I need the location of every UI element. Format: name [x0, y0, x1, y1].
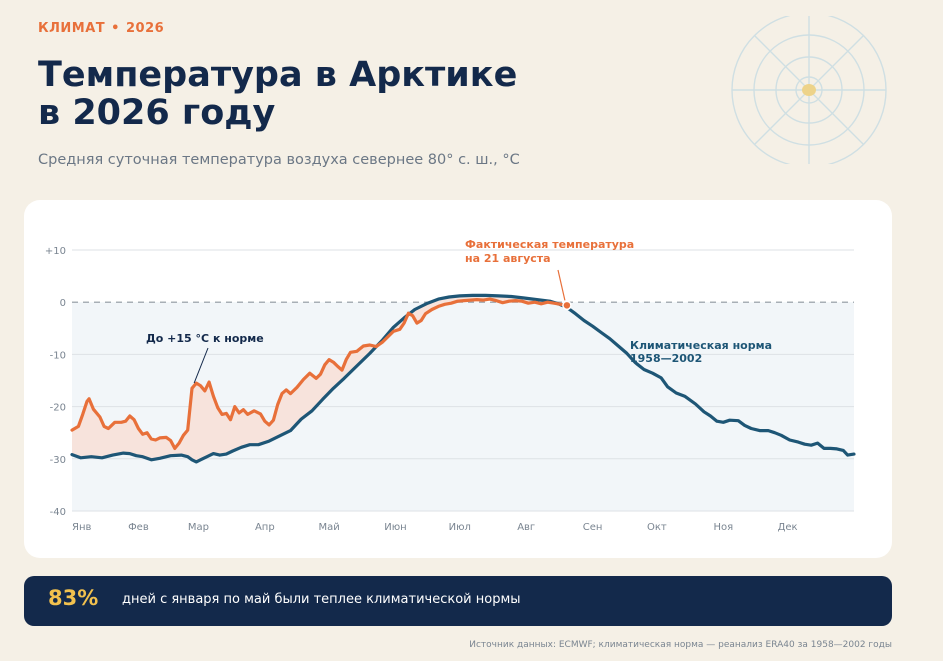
kicker-topic: КЛИМАТ — [38, 21, 106, 36]
series-line-actual — [70, 297, 569, 450]
annotation-norm-line-1: Климатическая норма — [630, 339, 772, 352]
polar-grid-icon — [731, 16, 887, 164]
series-line-norm — [70, 293, 856, 464]
annotation-actual-line-1: Фактическая температура — [465, 238, 634, 251]
x-tick-label: Ноя — [713, 522, 733, 533]
x-tick-label: Дек — [778, 522, 798, 533]
stat-text: дней с января по май были теплее климати… — [122, 592, 521, 607]
y-tick-label: -10 — [50, 350, 66, 361]
kicker-year: 2026 — [125, 21, 165, 36]
x-tick-label: Окт — [647, 522, 667, 533]
stat-banner: 83% дней с января по май были теплее кли… — [24, 576, 892, 626]
anomaly-fill — [72, 295, 567, 462]
x-tick-label: Май — [318, 522, 339, 533]
page-subtitle: Средняя суточная температура воздуха сев… — [38, 152, 520, 168]
y-tick-label: -30 — [50, 455, 66, 466]
stat-percent: 83% — [48, 586, 99, 610]
x-tick-label: Сен — [583, 522, 603, 533]
y-tick-label: -20 — [50, 403, 66, 414]
x-tick-label: Апр — [255, 522, 275, 533]
y-tick-label: -40 — [50, 507, 66, 518]
x-tick-label: Мар — [188, 522, 209, 533]
y-tick-label: +10 — [45, 246, 66, 257]
annotation-anomaly: До +15 °C к норме — [146, 332, 264, 345]
marker-point — [562, 300, 572, 311]
x-tick-labels: Янв Фев Мар Апр Май Июн Июл Авг Сен Окт Ноя Дек — [72, 522, 798, 533]
title-line-1: Температура в Арктике — [38, 55, 518, 95]
chart-card: +10 0 -10 -20 -30 -40 Янв Фев Мар Апр Май Июн Июл Ав… — [24, 200, 892, 558]
page-title: Температура в Арктике в 2026 году — [38, 56, 517, 132]
title-line-2: в 2026 году — [38, 93, 276, 133]
temperature-chart: +10 0 -10 -20 -30 -40 Янв Фев Мар Апр Май Июн Июл Ав… — [45, 238, 856, 533]
x-tick-label: Фев — [128, 522, 149, 533]
leader-line-anomaly — [193, 347, 209, 384]
source-note: Источник данных: ECMWF; климатическая но… — [469, 640, 892, 650]
x-tick-label: Янв — [72, 522, 91, 533]
kicker-separator: • — [111, 21, 120, 36]
y-tick-label: 0 — [60, 298, 66, 309]
x-tick-label: Июл — [449, 522, 471, 533]
y-tick-labels: +10 0 -10 -20 -30 -40 — [45, 246, 66, 518]
annotation-actual-line-2: на 21 августа — [465, 252, 551, 265]
kicker: КЛИМАТ • 2026 — [38, 21, 164, 36]
x-tick-label: Июн — [384, 522, 406, 533]
x-tick-label: Авг — [517, 522, 535, 533]
annotation-norm-line-2: 1958—2002 — [630, 352, 702, 365]
leader-line-actual — [557, 269, 566, 301]
